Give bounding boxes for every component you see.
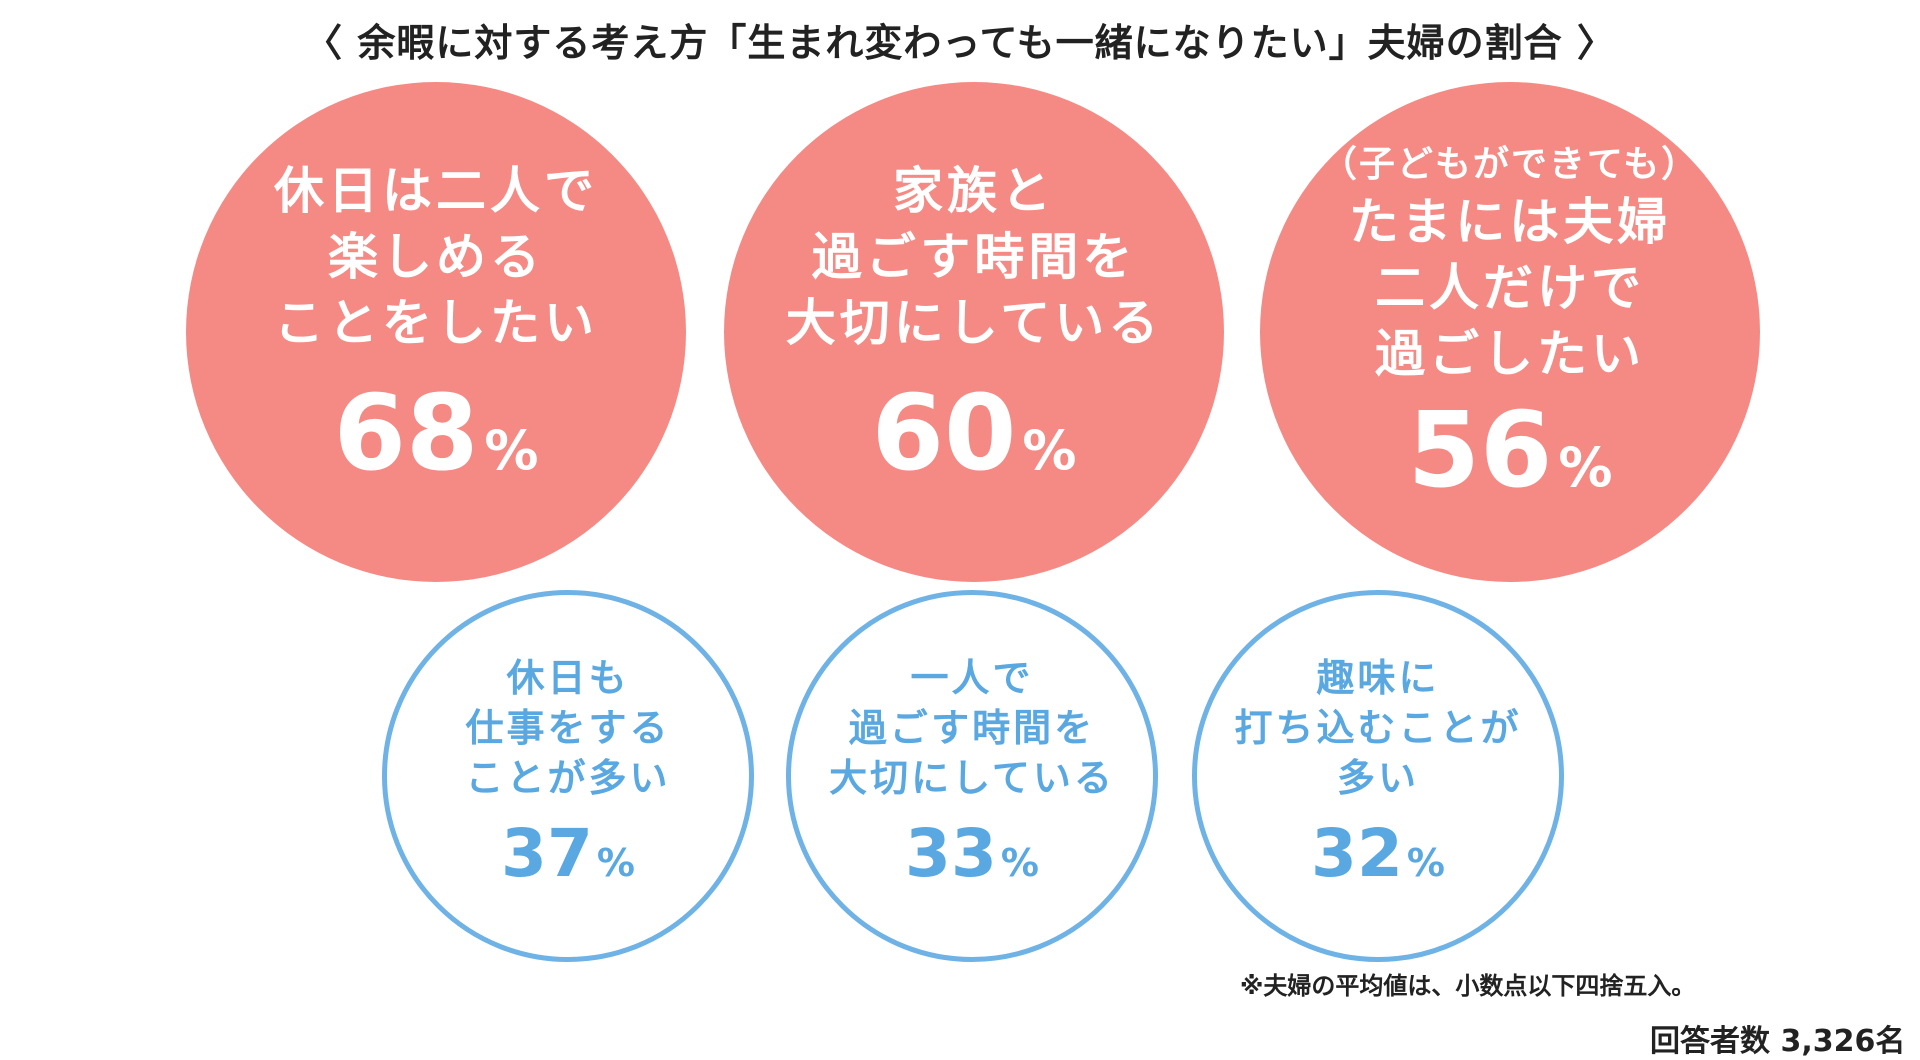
value-number: 37	[501, 814, 593, 892]
bubble-sub-label: （子どもができても）	[1320, 144, 1700, 185]
bubble-label-line: 大切にしている	[829, 755, 1115, 800]
bubble-alone-time: 一人で 過ごす時間を 大切にしている 33%	[786, 590, 1158, 962]
respondent-count: 回答者数 3,326名	[1650, 1024, 1906, 1059]
bubble-work-on-holidays: 休日も 仕事をする ことが多い 37%	[382, 590, 754, 962]
bubble-label-line: 過ごす時間を	[811, 228, 1137, 286]
bubble-value: 37%	[501, 814, 635, 900]
value-unit: %	[1022, 419, 1077, 482]
bubble-label-line: 多い	[1336, 755, 1419, 800]
bubble-label-line: 休日も	[506, 655, 630, 700]
value-unit: %	[1406, 840, 1445, 885]
bubble-relax-together: 休日は二人で 楽しめる ことをしたい 68%	[186, 82, 686, 582]
value-unit: %	[1000, 840, 1039, 885]
bubble-label-line: 楽しめる	[328, 228, 544, 286]
value-number: 56	[1407, 389, 1553, 511]
bubble-label-line: 家族と	[893, 162, 1055, 220]
value-unit: %	[484, 419, 539, 482]
bubble-label-line: ことが多い	[465, 755, 671, 800]
bubble-value: 60%	[872, 378, 1077, 506]
value-number: 60	[871, 372, 1017, 494]
bubble-label-line: 過ごしたい	[1374, 325, 1645, 383]
bubble-value: 68%	[334, 378, 539, 506]
bubble-label-line: 一人で	[910, 655, 1034, 700]
bubble-label-line: 仕事をする	[465, 705, 671, 750]
bubble-value: 32%	[1311, 814, 1445, 900]
chart-title: 〈 余暇に対する考え方「生まれ変わっても一緒になりたい」夫婦の割合 〉	[304, 21, 1616, 65]
bubble-label-line: たまには夫婦	[1348, 193, 1672, 251]
bubble-label-line: 趣味に	[1316, 655, 1440, 700]
bubble-label-line: 二人だけで	[1374, 259, 1645, 317]
bubble-family-time: 家族と 過ごす時間を 大切にしている 60%	[724, 82, 1224, 582]
value-number: 68	[333, 372, 479, 494]
bubble-label-line: ことをしたい	[274, 294, 598, 352]
bubble-label-line: 打ち込むことが	[1234, 705, 1522, 750]
bubble-hobbies: 趣味に 打ち込むことが 多い 32%	[1192, 590, 1564, 962]
footnote: ※夫婦の平均値は、小数点以下四捨五入。	[1240, 972, 1696, 1000]
value-unit: %	[596, 840, 635, 885]
bubble-couple-alone-time: （子どもができても） たまには夫婦 二人だけで 過ごしたい 56%	[1260, 82, 1760, 582]
bubble-value: 56%	[1408, 395, 1613, 523]
bubble-value: 33%	[905, 814, 1039, 900]
value-number: 33	[905, 814, 997, 892]
value-number: 32	[1311, 814, 1403, 892]
bubble-label-line: 大切にしている	[785, 294, 1163, 352]
bubble-label-line: 休日は二人で	[274, 162, 598, 220]
value-unit: %	[1558, 436, 1613, 499]
bubble-label-line: 過ごす時間を	[848, 705, 1096, 750]
